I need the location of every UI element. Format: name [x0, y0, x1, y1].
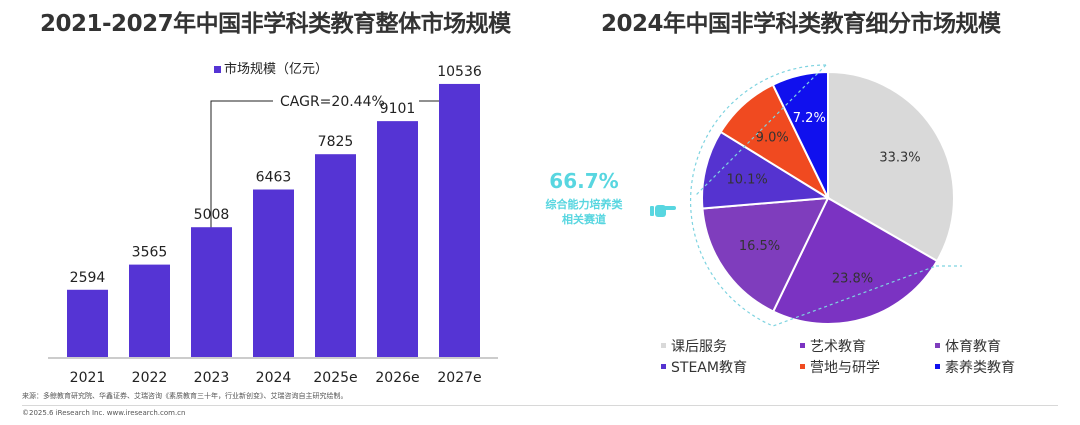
callout-line-top: [694, 64, 827, 197]
source-footnote: 来源：多鲸教育研究院、华鑫证券、艾瑞咨询《素质教育三十年，行业新创变》、艾瑞咨询…: [22, 392, 348, 400]
x-tick-label: 2024: [256, 370, 292, 386]
x-tick-label: 2027e: [437, 370, 481, 386]
left-chart-title: 2021-2027年中国非学科类教育整体市场规模: [40, 11, 511, 37]
x-tick-label: 2022: [132, 370, 168, 386]
legend-label: 市场规模（亿元）: [224, 61, 328, 77]
bar-2022: [129, 264, 170, 357]
legend-item: 素养类教育: [945, 360, 1015, 376]
legend-marker: [661, 343, 666, 348]
legend-item: 营地与研学: [810, 360, 880, 376]
bar-value-label: 6463: [256, 170, 292, 186]
x-tick-label: 2023: [194, 370, 230, 386]
callout-value: 66.7%: [549, 169, 618, 193]
cagr-label: CAGR=20.44%: [280, 94, 385, 110]
legend-marker: [800, 364, 805, 369]
pointing-hand-icon: [650, 205, 676, 217]
x-tick-label: 2021: [70, 370, 106, 386]
pie-slice-label: 23.8%: [832, 272, 873, 287]
legend-marker: [935, 343, 940, 348]
legend-item: 体育教育: [945, 339, 1001, 355]
legend-item: 课后服务: [671, 339, 727, 355]
pie-slice-label: 33.3%: [879, 150, 920, 165]
legend-marker: [661, 364, 666, 369]
pie-slice-STEAM教育: [701, 130, 832, 210]
right-chart-title: 2024年中国非学科类教育细分市场规模: [601, 11, 1001, 37]
bar-value-label: 2594: [70, 270, 106, 286]
pie-slice-label: 10.1%: [726, 173, 767, 188]
legend-swatch: [214, 66, 221, 73]
x-tick-label: 2025e: [313, 370, 357, 386]
x-tick-label: 2026e: [375, 370, 419, 386]
bar-2021: [67, 289, 108, 357]
legend-marker: [800, 343, 805, 348]
bar-2023: [191, 227, 232, 357]
bar-value-label: 3565: [132, 245, 168, 261]
copyright: ©2025.6 iResearch Inc. www.iresearch.com…: [22, 409, 186, 417]
pie-slice-艺术教育: [771, 196, 939, 325]
pie-slice-体育教育: [701, 196, 830, 313]
pie-slice-label: 16.5%: [739, 239, 780, 254]
bar-2025e: [315, 154, 356, 357]
footer-divider: [22, 405, 1058, 406]
pie-slice-label: 9.0%: [756, 130, 789, 145]
bar-2024: [253, 189, 294, 357]
legend-marker: [935, 364, 940, 369]
bar-value-label: 9101: [380, 101, 416, 117]
bar-value-label: 7825: [318, 134, 354, 150]
callout-line2: 相关赛道: [562, 212, 606, 226]
callout-line1: 综合能力培养类: [546, 197, 624, 211]
bar-value-label: 5008: [194, 207, 230, 223]
bar-value-label: 10536: [437, 64, 482, 80]
legend-item: 艺术教育: [810, 339, 866, 355]
pie-slice-label: 7.2%: [793, 111, 826, 126]
legend-item: STEAM教育: [671, 360, 747, 376]
pie-slice-课后服务: [827, 70, 955, 263]
bar-2027e: [439, 83, 480, 357]
cagr-bracket-left: [210, 100, 273, 229]
bar-2026e: [377, 121, 418, 357]
